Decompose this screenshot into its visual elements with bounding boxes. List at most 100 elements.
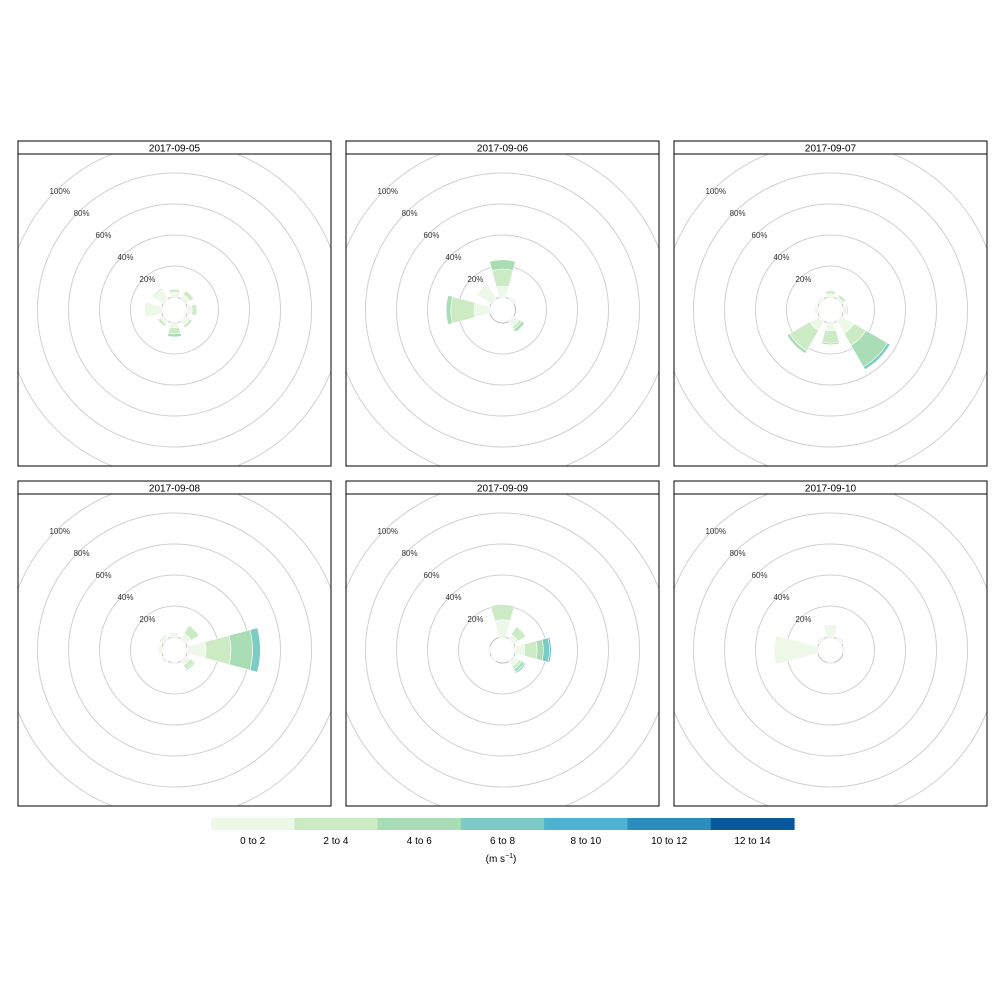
sector-315	[816, 635, 825, 644]
ring-label-20: 20%	[139, 615, 155, 624]
grid-ring-40	[99, 234, 250, 386]
sector-180	[170, 662, 179, 665]
grid-ring-40	[755, 574, 906, 726]
ring-label-60: 60%	[752, 571, 768, 580]
grid-ring-20	[786, 265, 875, 355]
sector-270	[144, 301, 163, 319]
sector-90-bin-0	[842, 645, 846, 655]
sector-45-bin-1	[510, 626, 527, 642]
panel-date-label: 2017-09-10	[805, 484, 857, 495]
sector-180-bin-0	[826, 662, 835, 665]
sector-225	[160, 656, 169, 665]
ring-label-60: 60%	[96, 231, 112, 240]
panel-plot-area: 20% 40% 60% 80% 100%	[346, 494, 659, 806]
sector-180-bin-2	[821, 341, 840, 345]
legend-swatch-6	[710, 818, 795, 830]
sector-315	[158, 634, 169, 644]
sector-0	[823, 624, 838, 638]
sector-0-bin-1	[825, 290, 836, 295]
sector-315-bin-0	[816, 635, 825, 644]
sector-270-bin-0	[814, 305, 819, 315]
legend-label-4: 8 to 10	[571, 836, 602, 847]
sector-315-bin-0	[153, 288, 169, 304]
sector-225-bin-2	[786, 333, 808, 354]
legend-swatch-0	[211, 818, 295, 830]
panel-date-label: 2017-09-06	[477, 144, 529, 155]
sector-90-bin-2	[228, 629, 253, 671]
grid-ring-60	[396, 543, 609, 757]
sector-270-bin-0	[144, 301, 163, 319]
sector-45	[836, 294, 847, 304]
ring-label-20: 20%	[139, 275, 155, 284]
grid-ring-80	[693, 172, 968, 448]
legend-swatches	[211, 818, 795, 830]
sector-225-bin-1	[157, 317, 167, 328]
sector-135	[180, 656, 196, 672]
legend-labels: 0 to 2 2 to 4 4 to 6 6 to 8 8 to 10 10 to 12 1…	[240, 836, 771, 847]
panel-strip	[17, 140, 332, 155]
sector-270-bin-0	[773, 635, 819, 665]
ring-label-40: 40%	[445, 593, 461, 602]
panel-plot-area: 20% 40% 60% 80% 100%	[674, 494, 987, 806]
sector-225-bin-0	[160, 656, 169, 665]
sector-90-bin-4	[547, 637, 552, 663]
sector-90	[514, 637, 552, 663]
ring-label-100: 100%	[377, 187, 397, 196]
sector-225-bin-0	[489, 656, 497, 664]
sector-90-bin-1	[845, 305, 849, 315]
sector-0	[489, 259, 516, 298]
legend-swatch-2	[377, 818, 462, 830]
sector-90	[186, 303, 198, 317]
sector-45	[180, 290, 195, 304]
sector-0	[169, 632, 180, 638]
ring-label-20: 20%	[795, 275, 811, 284]
sector-45	[180, 624, 200, 644]
legend-label-1: 2 to 4	[323, 836, 348, 847]
ring-label-80: 80%	[730, 549, 746, 558]
sector-270	[445, 295, 491, 325]
sector-270-bin-0	[473, 302, 491, 318]
sector-45-bin-1	[182, 290, 195, 302]
sector-0-bin-1	[490, 604, 515, 622]
legend-swatch-1	[294, 818, 379, 830]
panel-strip	[673, 140, 988, 155]
panel-2017-09-10: 20% 40% 60% 80% 100% 2017-09-10	[673, 480, 988, 807]
sector-0	[168, 288, 181, 298]
grid-ring-60	[396, 203, 609, 417]
sector-135	[836, 316, 891, 370]
grid-ring-80	[37, 172, 312, 448]
sector-180-bin-1	[167, 326, 182, 335]
ring-label-60: 60%	[424, 571, 440, 580]
grid-ring-60	[724, 543, 937, 757]
ring-label-60: 60%	[96, 571, 112, 580]
legend-swatch-4	[544, 818, 628, 830]
sector-0-bin-1	[491, 268, 514, 288]
panel-strip	[17, 480, 332, 495]
sector-90-bin-1	[191, 303, 198, 317]
sector-90-bin-1	[204, 635, 232, 665]
panel-date-label: 2017-09-07	[805, 144, 857, 155]
panel-date-label: 2017-09-09	[477, 484, 529, 495]
sector-45	[836, 635, 845, 644]
sector-0-bin-0	[169, 292, 180, 298]
panel-plot-area: 20% 40% 60% 80% 100%	[18, 154, 331, 466]
ring-label-60: 60%	[424, 231, 440, 240]
sector-135-bin-3	[862, 342, 891, 370]
grid-ring-80	[693, 512, 968, 788]
ring-label-80: 80%	[74, 549, 90, 558]
sector-90	[186, 627, 261, 673]
sector-180	[826, 662, 835, 665]
ring-label-40: 40%	[117, 253, 133, 262]
sector-270-bin-2	[445, 295, 453, 325]
ring-label-100: 100%	[705, 187, 725, 196]
panel-plot-area: 20% 40% 60% 80% 100%	[346, 154, 659, 466]
ring-label-40: 40%	[773, 593, 789, 602]
sector-90	[842, 645, 846, 655]
ring-label-100: 100%	[705, 527, 725, 536]
sector-135-bin-2	[513, 320, 525, 333]
panel-date-label: 2017-09-05	[149, 144, 201, 155]
panel-strip	[345, 480, 660, 495]
sector-135	[508, 656, 527, 674]
grid-ring-60	[68, 543, 281, 757]
